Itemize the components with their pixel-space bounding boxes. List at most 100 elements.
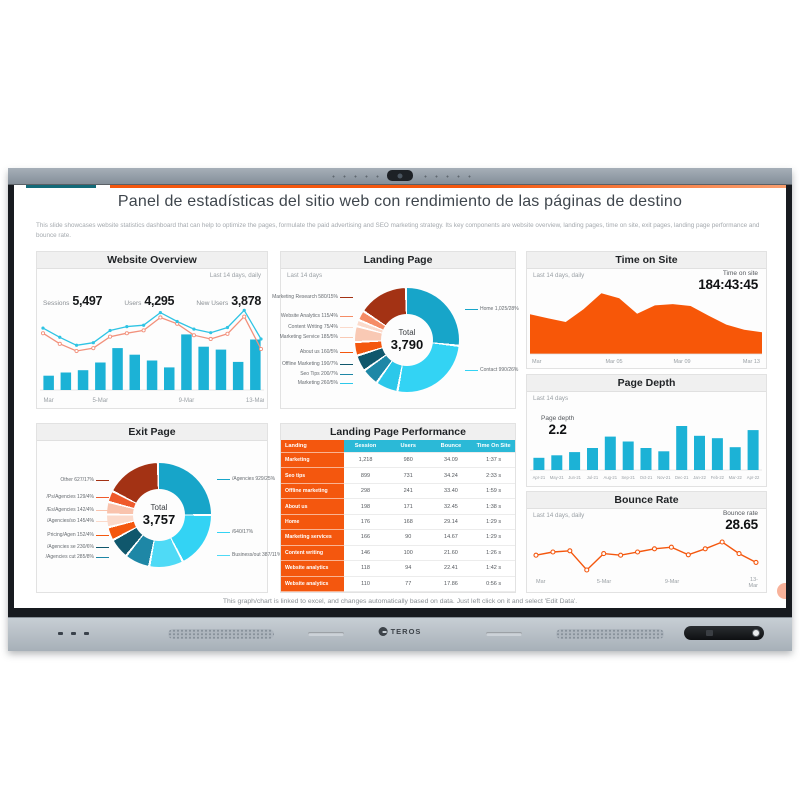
panel-title: Exit Page bbox=[37, 424, 267, 441]
row-label-cell: Home bbox=[281, 514, 345, 531]
donut-label: /640/17% bbox=[217, 529, 253, 535]
donut-label: /Ps/Agencies 129/4% bbox=[46, 494, 109, 500]
table-cell: 1:59 s bbox=[472, 483, 515, 500]
svg-text:Mar-22: Mar-22 bbox=[729, 475, 743, 480]
kpi-value: 28.65 bbox=[725, 517, 758, 532]
total-value: 3,757 bbox=[142, 512, 176, 527]
page-depth-kpi: Page depth 2.2 bbox=[541, 415, 574, 437]
panel-body: Last 14 days, daily Bounce rate 28.65 Ma… bbox=[527, 508, 766, 592]
svg-text:Jun-21: Jun-21 bbox=[568, 475, 581, 480]
donut-label: Marketing Service 185/5% bbox=[280, 334, 353, 340]
donut-label-text: /Es/Agencies 142/4% bbox=[46, 507, 94, 513]
table-row: Home 176 168 29.14 1:29 s bbox=[281, 514, 515, 531]
leader-line bbox=[340, 363, 353, 365]
microphone-holes-right bbox=[420, 175, 474, 178]
sessions-stat: Sessions 5,497 bbox=[43, 294, 102, 308]
leader-line bbox=[96, 479, 109, 481]
kpi-label: Bounce rate bbox=[722, 510, 758, 517]
donut-label-text: Business/out 387/11% bbox=[232, 552, 282, 558]
donut-label: Home 1,025/28% bbox=[465, 306, 519, 312]
donut-labels-left: Marketing Research 580/15% Website Analyt… bbox=[272, 268, 353, 408]
donut-labels-right: Home 1,025/28% Contact 990/26% bbox=[465, 268, 519, 408]
panel-body: Last 14 days, daily Time on site 184:43:… bbox=[527, 268, 766, 368]
table-cell: 32.45 bbox=[429, 499, 473, 515]
table-header-cell: Landing bbox=[281, 440, 345, 453]
donut-label: Contact 990/26% bbox=[465, 367, 518, 373]
donut-label-text: Website Analytics 115/4% bbox=[280, 313, 338, 319]
panel-title: Landing Page bbox=[281, 252, 515, 269]
svg-text:Mar 13: Mar 13 bbox=[743, 359, 760, 365]
time-on-site-area-chart: Mar Mar 05 Mar 09 Mar 13 bbox=[530, 293, 762, 365]
page-subtitle: This slide showcases website statistics … bbox=[36, 222, 760, 239]
total-label: Total bbox=[150, 503, 168, 512]
panel-body: Total 3,757 Other 627/17% /Ps/Agencies 12… bbox=[37, 440, 281, 592]
total-value: 3,790 bbox=[390, 337, 424, 352]
leader-line bbox=[96, 496, 109, 498]
panel-page-depth: Page Depth Last 14 days Page depth 2.2 A… bbox=[526, 374, 767, 487]
table-header-cell: Users bbox=[386, 440, 430, 453]
row-label-cell: Seo tips bbox=[281, 468, 345, 484]
vent-slot-left bbox=[308, 632, 344, 636]
vent-slot-right bbox=[486, 632, 522, 636]
table-header-cell: Bounce bbox=[429, 440, 473, 453]
screen: Panel de estadísticas del sitio web con … bbox=[8, 185, 792, 617]
panel-body: Last 14 days Page depth 2.2 Apr-21 May-21… bbox=[527, 391, 766, 486]
table-cell: 34.09 bbox=[429, 453, 473, 469]
table-cell: 1:38 s bbox=[472, 499, 515, 515]
landing-page-donut-chart: Total 3,790 bbox=[355, 288, 459, 392]
panel-bounce-rate: Bounce Rate Last 14 days, daily Bounce r… bbox=[526, 491, 767, 593]
bezel-button[interactable] bbox=[58, 632, 63, 635]
donut-label: Seo Tips 200/7% bbox=[300, 371, 353, 377]
table-cell: 298 bbox=[344, 483, 387, 500]
donut-label: /Es/Agencies 142/4% bbox=[46, 507, 109, 513]
panel-time-on-site: Time on Site Last 14 days, daily Time on… bbox=[526, 251, 767, 369]
donut-label-text: About us 160/5% bbox=[299, 349, 338, 355]
page-title: Panel de estadísticas del sitio web con … bbox=[117, 193, 683, 210]
svg-text:Aug-21: Aug-21 bbox=[604, 475, 618, 480]
svg-text:Mar: Mar bbox=[43, 398, 53, 404]
leader-line bbox=[96, 509, 109, 511]
table-cell: 166 bbox=[344, 530, 387, 546]
table-cell: 94 bbox=[386, 561, 430, 577]
donut-label-text: Seo Tips 200/7% bbox=[300, 371, 338, 377]
speaker-grille-right bbox=[556, 629, 664, 639]
leader-line bbox=[217, 478, 230, 480]
table-row: About us 198 171 32.45 1:38 s bbox=[281, 499, 515, 515]
svg-text:Oct-21: Oct-21 bbox=[640, 475, 653, 480]
footer-note: This graph/chart is linked to excel, and… bbox=[222, 598, 578, 605]
kpi-row: Sessions 5,497 Users 4,295 New Users 3,8… bbox=[43, 294, 261, 308]
table-cell: 1:29 s bbox=[472, 530, 515, 546]
donut-label: Marketing 260/5% bbox=[298, 380, 353, 386]
performance-table: Landing Session Users Bounce Time On Site Mar… bbox=[281, 440, 515, 592]
pen-tray-dot bbox=[752, 629, 760, 637]
bezel-button[interactable] bbox=[84, 632, 89, 635]
pen-tray-slot bbox=[706, 630, 713, 636]
table-cell: 146 bbox=[344, 545, 387, 562]
leader-line bbox=[340, 315, 353, 317]
row-label-cell: Website analytics bbox=[281, 561, 345, 577]
donut-label: About us 160/5% bbox=[300, 349, 353, 355]
donut-label-text: /Ps/Agencies 129/4% bbox=[46, 494, 94, 500]
panel-title: Time on Site bbox=[527, 252, 766, 269]
donut-labels-left: Other 627/17% /Ps/Agencies 129/4% /Es/Agen… bbox=[39, 440, 109, 592]
row-label-cell: About us bbox=[281, 499, 345, 515]
donut-label-text: /Agencies 929/25% bbox=[232, 476, 276, 482]
brand-logo: TEROS bbox=[378, 627, 422, 636]
bounce-rate-kpi: Bounce rate 28.65 bbox=[723, 510, 758, 532]
donut-center: Total 3,790 bbox=[381, 314, 433, 366]
table-cell: 0:56 s bbox=[472, 576, 515, 592]
dashboard-slide: Panel de estadísticas del sitio web con … bbox=[14, 185, 786, 608]
donut-label: Content Writing 75/4% bbox=[288, 324, 353, 330]
panel-title: Page Depth bbox=[527, 375, 766, 392]
bezel-buttons bbox=[58, 632, 89, 635]
donut-label: Business/out 387/11% bbox=[217, 552, 281, 558]
table-cell: 14.67 bbox=[429, 530, 473, 546]
donut-label-text: Home 1,025/28% bbox=[480, 306, 519, 312]
donut-label: Other 627/17% bbox=[60, 477, 109, 483]
bezel-button[interactable] bbox=[71, 632, 76, 635]
table-header-row: Landing Session Users Bounce Time On Site bbox=[281, 440, 515, 453]
table-cell: 90 bbox=[386, 530, 430, 546]
donut-label: /Agencies se 230/6% bbox=[47, 544, 109, 550]
page-depth-bar-chart: Apr-21 May-21 Jun-21 Jul-21 Aug-21 Sep-21 Oct-… bbox=[530, 426, 762, 480]
table-cell: 118 bbox=[344, 561, 387, 577]
